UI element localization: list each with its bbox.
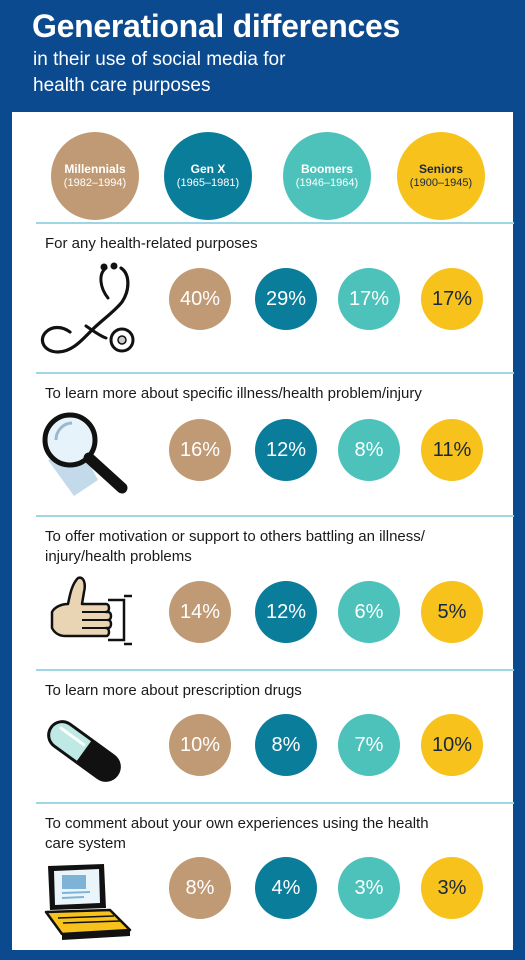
legend-millennials: Millennials (1982–1994): [51, 132, 139, 220]
row-question-line-1: For any health-related purposes: [45, 235, 258, 252]
content-panel: Millennials (1982–1994) Gen X (1965–1981…: [12, 112, 515, 950]
value-boomers: 7%: [338, 714, 400, 776]
value-millennials: 8%: [169, 857, 231, 919]
value-boomers: 6%: [338, 581, 400, 643]
subtitle-line-2: health care purposes: [33, 75, 211, 96]
legend-boomers: Boomers (1946–1964): [283, 132, 371, 220]
value-seniors: 3%: [421, 857, 483, 919]
divider: [36, 372, 514, 374]
magnifying-glass-icon: [42, 412, 128, 496]
legend-years: (1900–1945): [409, 177, 473, 189]
divider: [36, 802, 514, 804]
page-subtitle: in their use of social media for health …: [33, 47, 285, 99]
divider: [36, 222, 514, 224]
value-gen-x: 12%: [255, 581, 317, 643]
thumbs-up-icon: [50, 576, 132, 646]
value-millennials: 10%: [169, 714, 231, 776]
header: Generational differences in their use of…: [0, 0, 525, 112]
stethoscope-icon: [40, 262, 135, 354]
value-boomers: 8%: [338, 419, 400, 481]
row-question: To offer motivation or support to others…: [45, 527, 515, 567]
row-question-line-1: To offer motivation or support to others…: [45, 528, 425, 545]
laptop-icon: [44, 864, 132, 940]
subtitle-line-1: in their use of social media for: [33, 49, 286, 70]
row-question: To learn more about specific illness/hea…: [45, 384, 515, 404]
divider: [36, 515, 514, 517]
legend-name: Gen X: [190, 162, 226, 176]
row-question: To learn more about prescription drugs: [45, 681, 515, 701]
value-seniors: 5%: [421, 581, 483, 643]
value-millennials: 14%: [169, 581, 231, 643]
legend-years: (1982–1994): [63, 177, 127, 189]
row-question: For any health-related purposes: [45, 234, 515, 254]
row-question-line-1: To comment about your own experiences us…: [45, 815, 429, 832]
row-question-line-1: To learn more about prescription drugs: [45, 682, 302, 699]
value-seniors: 10%: [421, 714, 483, 776]
page-title: Generational differences: [32, 8, 401, 44]
row-question: To comment about your own experiences us…: [45, 814, 515, 854]
pill-capsule-icon: [47, 720, 121, 782]
value-millennials: 16%: [169, 419, 231, 481]
value-gen-x: 29%: [255, 268, 317, 330]
divider: [36, 669, 514, 671]
value-gen-x: 12%: [255, 419, 317, 481]
value-seniors: 11%: [421, 419, 483, 481]
row-question-line-2: care system: [45, 835, 126, 852]
value-gen-x: 4%: [255, 857, 317, 919]
legend-years: (1965–1981): [176, 177, 240, 189]
value-boomers: 3%: [338, 857, 400, 919]
value-boomers: 17%: [338, 268, 400, 330]
legend-name: Millennials: [64, 162, 126, 176]
legend-name: Seniors: [418, 162, 463, 176]
value-seniors: 17%: [421, 268, 483, 330]
value-gen-x: 8%: [255, 714, 317, 776]
legend-gen-x: Gen X (1965–1981): [164, 132, 252, 220]
row-question-line-1: To learn more about specific illness/hea…: [45, 385, 422, 402]
legend-name: Boomers: [300, 162, 353, 176]
row-question-line-2: injury/health problems: [45, 548, 192, 565]
legend-seniors: Seniors (1900–1945): [397, 132, 485, 220]
value-millennials: 40%: [169, 268, 231, 330]
legend-years: (1946–1964): [295, 177, 359, 189]
